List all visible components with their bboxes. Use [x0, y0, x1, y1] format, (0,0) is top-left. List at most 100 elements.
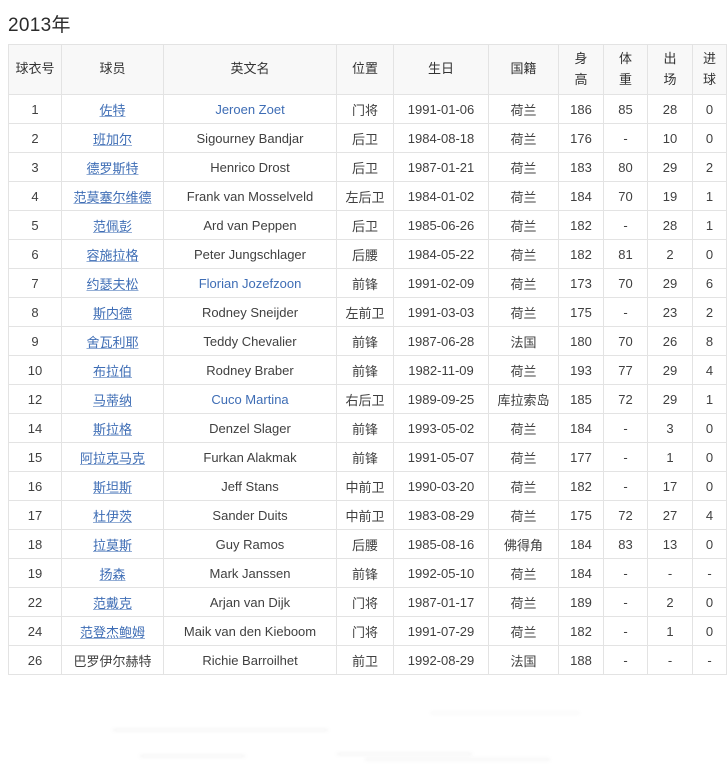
nat-cell: 佛得角	[488, 529, 559, 559]
player-row: 7 约瑟夫松 Florian Jozefzoon 前锋 1991-02-09 荷兰 173 7…	[8, 268, 727, 298]
player-name-link[interactable]: 拉莫斯	[92, 537, 132, 553]
player-name-link[interactable]: 德罗斯特	[86, 160, 139, 176]
table-header: 球衣号 球员 英文名 位置 生日 国籍身高体重出场进球	[8, 44, 727, 95]
player-cell: 布拉伯	[61, 355, 164, 385]
apps-cell: 28	[647, 210, 693, 240]
player-cell: 斯坦斯	[61, 471, 164, 501]
player-name-link[interactable]: 斯坦斯	[92, 479, 132, 495]
en_name-cell: Ard van Peppen	[163, 210, 337, 240]
player-name-link[interactable]: 范登杰鲍姆	[79, 624, 145, 640]
player-row: 5 范佩彭 Ard van Peppen 后卫 1985-06-26 荷兰 182-28 1	[8, 210, 727, 240]
squad-table: 球衣号 球员 英文名 位置 生日 国籍身高体重出场进球 1 佐特 Jeroen Zoet 门将 1…	[8, 44, 727, 675]
goals-cell: 0	[692, 94, 727, 124]
birth-cell: 1990-03-20	[393, 471, 489, 501]
weight-cell: -	[603, 558, 648, 588]
birth-cell: 1991-07-29	[393, 616, 489, 646]
height-cell: 182	[558, 239, 604, 269]
bottom-ghost-artifact	[430, 712, 580, 714]
height-cell: 182	[558, 210, 604, 240]
bottom-ghost-artifact	[337, 753, 472, 755]
pos-cell: 前锋	[336, 442, 394, 472]
col-header-pos: 位置	[336, 44, 394, 95]
height-cell: 184	[558, 181, 604, 211]
apps-cell: 19	[647, 181, 693, 211]
player-row: 18 拉莫斯 Guy Ramos 后腰 1985-08-16 佛得角 184 83 13 0	[8, 529, 727, 559]
apps-cell: 29	[647, 268, 693, 298]
nat-cell: 荷兰	[488, 181, 559, 211]
player-name-link[interactable]: 布拉伯	[92, 363, 132, 379]
no-cell: 6	[8, 239, 62, 269]
player-row: 4 范莫塞尔维德 Frank van Mosselveld 左后卫 1984-01-02…	[8, 181, 727, 211]
player-name-link[interactable]: 班加尔	[92, 131, 132, 147]
player-name-link[interactable]: 阿拉克马克	[79, 450, 145, 466]
en_name-cell: Rodney Braber	[163, 355, 337, 385]
birth-cell: 1991-05-07	[393, 442, 489, 472]
no-cell: 24	[8, 616, 62, 646]
player-row: 15 阿拉克马克 Furkan Alakmak 前锋 1991-05-07 荷兰 177-1…	[8, 442, 727, 472]
pos-cell: 前锋	[336, 326, 394, 356]
player-name-link[interactable]: 斯内德	[92, 305, 132, 321]
no-cell: 22	[8, 587, 62, 617]
player-name-link[interactable]: 斯拉格	[92, 421, 132, 437]
player-name-link[interactable]: 范莫塞尔维德	[73, 189, 152, 205]
player-row: 19 扬森 Mark Janssen 前锋 1992-05-10 荷兰 184- - -	[8, 558, 727, 588]
player-name-link[interactable]: 马蒂纳	[92, 392, 132, 408]
birth-cell: 1992-08-29	[393, 645, 489, 675]
col-header-goals: 进球	[692, 44, 727, 95]
birth-cell: 1985-06-26	[393, 210, 489, 240]
birth-cell: 1993-05-02	[393, 413, 489, 443]
player-cell: 范佩彭	[61, 210, 164, 240]
player-row: 8 斯内德 Rodney Sneijder 左前卫 1991-03-03 荷兰 175-23…	[8, 297, 727, 327]
goals-cell: 4	[692, 355, 727, 385]
player-cell: 马蒂纳	[61, 384, 164, 414]
player-row: 3 德罗斯特 Henrico Drost 后卫 1987-01-21 荷兰 183 80 29 2	[8, 152, 727, 182]
pos-cell: 后卫	[336, 210, 394, 240]
birth-cell: 1991-02-09	[393, 268, 489, 298]
player-name-link[interactable]: 佐特	[99, 102, 126, 118]
apps-cell: 3	[647, 413, 693, 443]
no-cell: 19	[8, 558, 62, 588]
player-row: 17 杜伊茨 Sander Duits 中前卫 1983-08-29 荷兰 175 72 27 4	[8, 500, 727, 530]
player-name-link[interactable]: 容施拉格	[86, 247, 139, 263]
nat-cell: 荷兰	[488, 268, 559, 298]
birth-cell: 1984-08-18	[393, 123, 489, 153]
player-name-link[interactable]: 扬森	[99, 566, 126, 582]
height-cell: 184	[558, 413, 604, 443]
weight-cell: -	[603, 645, 648, 675]
player-cell: 斯拉格	[61, 413, 164, 443]
nat-cell: 荷兰	[488, 616, 559, 646]
pos-cell: 前卫	[336, 645, 394, 675]
en_name-cell: Teddy Chevalier	[163, 326, 337, 356]
player-name-link[interactable]: 范戴克	[92, 595, 132, 611]
nat-cell: 法国	[488, 645, 559, 675]
apps-cell: 1	[647, 616, 693, 646]
nat-cell: 荷兰	[488, 442, 559, 472]
goals-cell: 1	[692, 384, 727, 414]
en-name-link[interactable]: Cuco Martina	[211, 391, 289, 407]
weight-cell: 72	[603, 384, 648, 414]
height-cell: 193	[558, 355, 604, 385]
player-name-link[interactable]: 约瑟夫松	[86, 276, 139, 292]
weight-cell: -	[603, 587, 648, 617]
player-name-link[interactable]: 杜伊茨	[92, 508, 132, 524]
en-name-link[interactable]: Florian Jozefzoon	[198, 275, 302, 291]
col-header-weight: 体重	[603, 44, 648, 95]
player-name-link[interactable]: 范佩彭	[92, 218, 132, 234]
en_name-cell: Mark Janssen	[163, 558, 337, 588]
pos-cell: 门将	[336, 616, 394, 646]
nat-cell: 库拉索岛	[488, 384, 559, 414]
goals-cell: 0	[692, 471, 727, 501]
birth-cell: 1989-09-25	[393, 384, 489, 414]
goals-cell: 0	[692, 616, 727, 646]
en_name-cell: Frank van Mosselveld	[163, 181, 337, 211]
en-name-link[interactable]: Jeroen Zoet	[215, 101, 285, 117]
col-header-birth: 生日	[393, 44, 489, 95]
player-name-link[interactable]: 舍瓦利耶	[86, 334, 139, 350]
height-cell: 175	[558, 500, 604, 530]
nat-cell: 荷兰	[488, 210, 559, 240]
player-row: 1 佐特 Jeroen Zoet 门将 1991-01-06 荷兰 186 85 28 0	[8, 94, 727, 124]
birth-cell: 1987-01-17	[393, 587, 489, 617]
weight-cell: 70	[603, 181, 648, 211]
no-cell: 10	[8, 355, 62, 385]
no-cell: 12	[8, 384, 62, 414]
